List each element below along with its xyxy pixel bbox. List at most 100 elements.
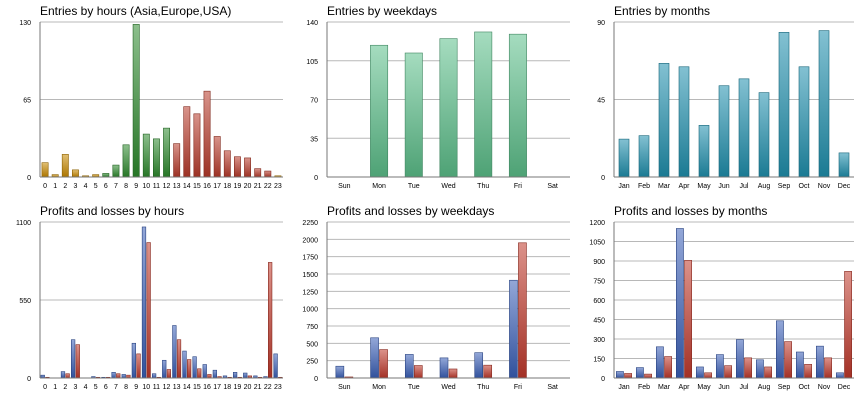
y-tick-label: 0	[601, 376, 605, 383]
y-tick-label: 35	[310, 136, 318, 143]
bar	[664, 356, 672, 379]
x-tick-label: Apr	[679, 384, 691, 391]
y-tick-label: 130	[19, 20, 31, 27]
x-tick-label: Jan	[618, 384, 629, 391]
chart-panel-3: Entries by months 0 45 90 Jan Feb Mar Apr May Jun…	[574, 0, 860, 205]
x-tick-label: Sun	[338, 384, 351, 391]
bar	[335, 365, 345, 379]
x-tick-label: 0	[43, 183, 47, 190]
x-tick-label: 17	[213, 384, 221, 391]
y-tick-label: 750	[593, 279, 605, 286]
bar	[816, 345, 824, 379]
bar	[136, 353, 141, 379]
bar	[474, 352, 484, 379]
bar	[213, 136, 221, 178]
x-tick-label: Sat	[547, 183, 558, 190]
y-tick-label: 600	[593, 298, 605, 305]
x-tick-label: 18	[223, 384, 231, 391]
bar	[141, 226, 147, 379]
y-tick-label: 2250	[302, 220, 318, 227]
bar	[152, 138, 160, 178]
bar	[151, 373, 157, 379]
x-tick-label: 20	[244, 183, 252, 190]
x-tick-label: Jan	[618, 183, 629, 190]
bar	[738, 78, 750, 178]
bar	[518, 242, 527, 379]
y-tick-label: 450	[593, 318, 605, 325]
x-tick-label: Dec	[838, 384, 851, 391]
bar	[122, 144, 130, 178]
bar	[758, 92, 770, 178]
x-tick-label: Fri	[514, 384, 523, 391]
x-tick-label: 23	[274, 183, 282, 190]
bar	[776, 320, 784, 379]
bar	[835, 372, 844, 379]
x-tick-label: Sat	[547, 384, 558, 391]
x-tick-label: 9	[134, 384, 138, 391]
x-tick-label: Thu	[477, 183, 489, 190]
bar	[796, 351, 804, 379]
bar	[121, 374, 126, 379]
bar	[65, 373, 70, 379]
bar	[818, 30, 830, 178]
y-tick-label: 0	[27, 175, 31, 182]
bar	[61, 154, 69, 178]
x-tick-label: Wed	[441, 384, 455, 391]
x-tick-label: 7	[114, 384, 118, 391]
bar	[172, 325, 177, 379]
x-tick-label: Mar	[658, 183, 671, 190]
x-tick-label: 5	[94, 384, 98, 391]
chart-title: Profits and losses by months	[614, 204, 767, 218]
bar	[696, 366, 704, 379]
y-tick-label: 1750	[302, 255, 318, 262]
x-tick-label: 10	[142, 384, 150, 391]
bar	[615, 371, 624, 379]
y-tick-label: 65	[23, 98, 31, 105]
bar	[804, 364, 812, 379]
x-tick-label: 6	[104, 183, 108, 190]
x-tick-label: Jun	[718, 183, 729, 190]
bar	[176, 339, 182, 379]
x-tick-label: Mon	[372, 384, 386, 391]
x-tick-label: Tue	[408, 183, 420, 190]
x-tick-label: 11	[153, 384, 160, 391]
x-tick-label: 17	[213, 183, 221, 190]
chart-svg: Profits and losses by weekdays 0 250 500 750…	[302, 204, 570, 391]
y-tick-label: 105	[306, 59, 318, 66]
bar	[404, 354, 414, 379]
bar	[232, 372, 238, 379]
y-tick-label: 1050	[589, 240, 605, 247]
bar	[379, 349, 388, 379]
bar	[112, 164, 120, 178]
bar	[162, 359, 167, 379]
x-tick-label: 18	[223, 183, 231, 190]
bar	[60, 371, 66, 379]
x-tick-label: 8	[124, 183, 128, 190]
bar	[635, 367, 644, 379]
bar	[658, 63, 670, 178]
bar	[844, 271, 852, 379]
x-tick-label: 12	[163, 384, 171, 391]
bar	[102, 173, 110, 178]
bar	[197, 368, 202, 379]
x-tick-label: 7	[114, 183, 118, 190]
chart-svg: Entries by months 0 45 90 Jan Feb Mar Apr May Jun…	[597, 4, 854, 190]
bar	[142, 133, 150, 178]
y-tick-label: 550	[19, 298, 31, 305]
bar	[784, 341, 792, 379]
x-tick-label: 15	[193, 183, 201, 190]
bar	[207, 374, 212, 379]
x-tick-label: 3	[73, 183, 77, 190]
bar	[756, 359, 764, 379]
x-tick-label: 16	[203, 384, 211, 391]
bar	[676, 228, 684, 379]
y-tick-label: 0	[314, 376, 318, 383]
x-tick-label: 19	[234, 183, 242, 190]
chart-panel-6: Profits and losses by months 0 150 300 450 60…	[574, 200, 860, 405]
bar	[624, 373, 632, 379]
bar	[75, 344, 80, 379]
y-tick-label: 300	[593, 337, 605, 344]
bar	[744, 357, 752, 379]
x-tick-label: Apr	[679, 183, 691, 190]
x-tick-label: 2	[63, 384, 67, 391]
